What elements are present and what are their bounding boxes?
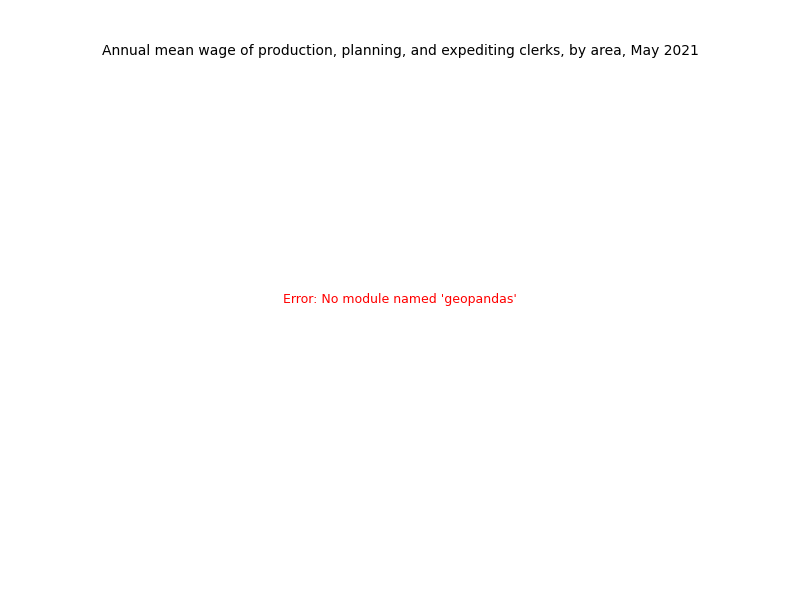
Text: Annual mean wage of production, planning, and expediting clerks, by area, May 20: Annual mean wage of production, planning… <box>102 43 698 58</box>
Text: Error: No module named 'geopandas': Error: No module named 'geopandas' <box>283 293 517 307</box>
